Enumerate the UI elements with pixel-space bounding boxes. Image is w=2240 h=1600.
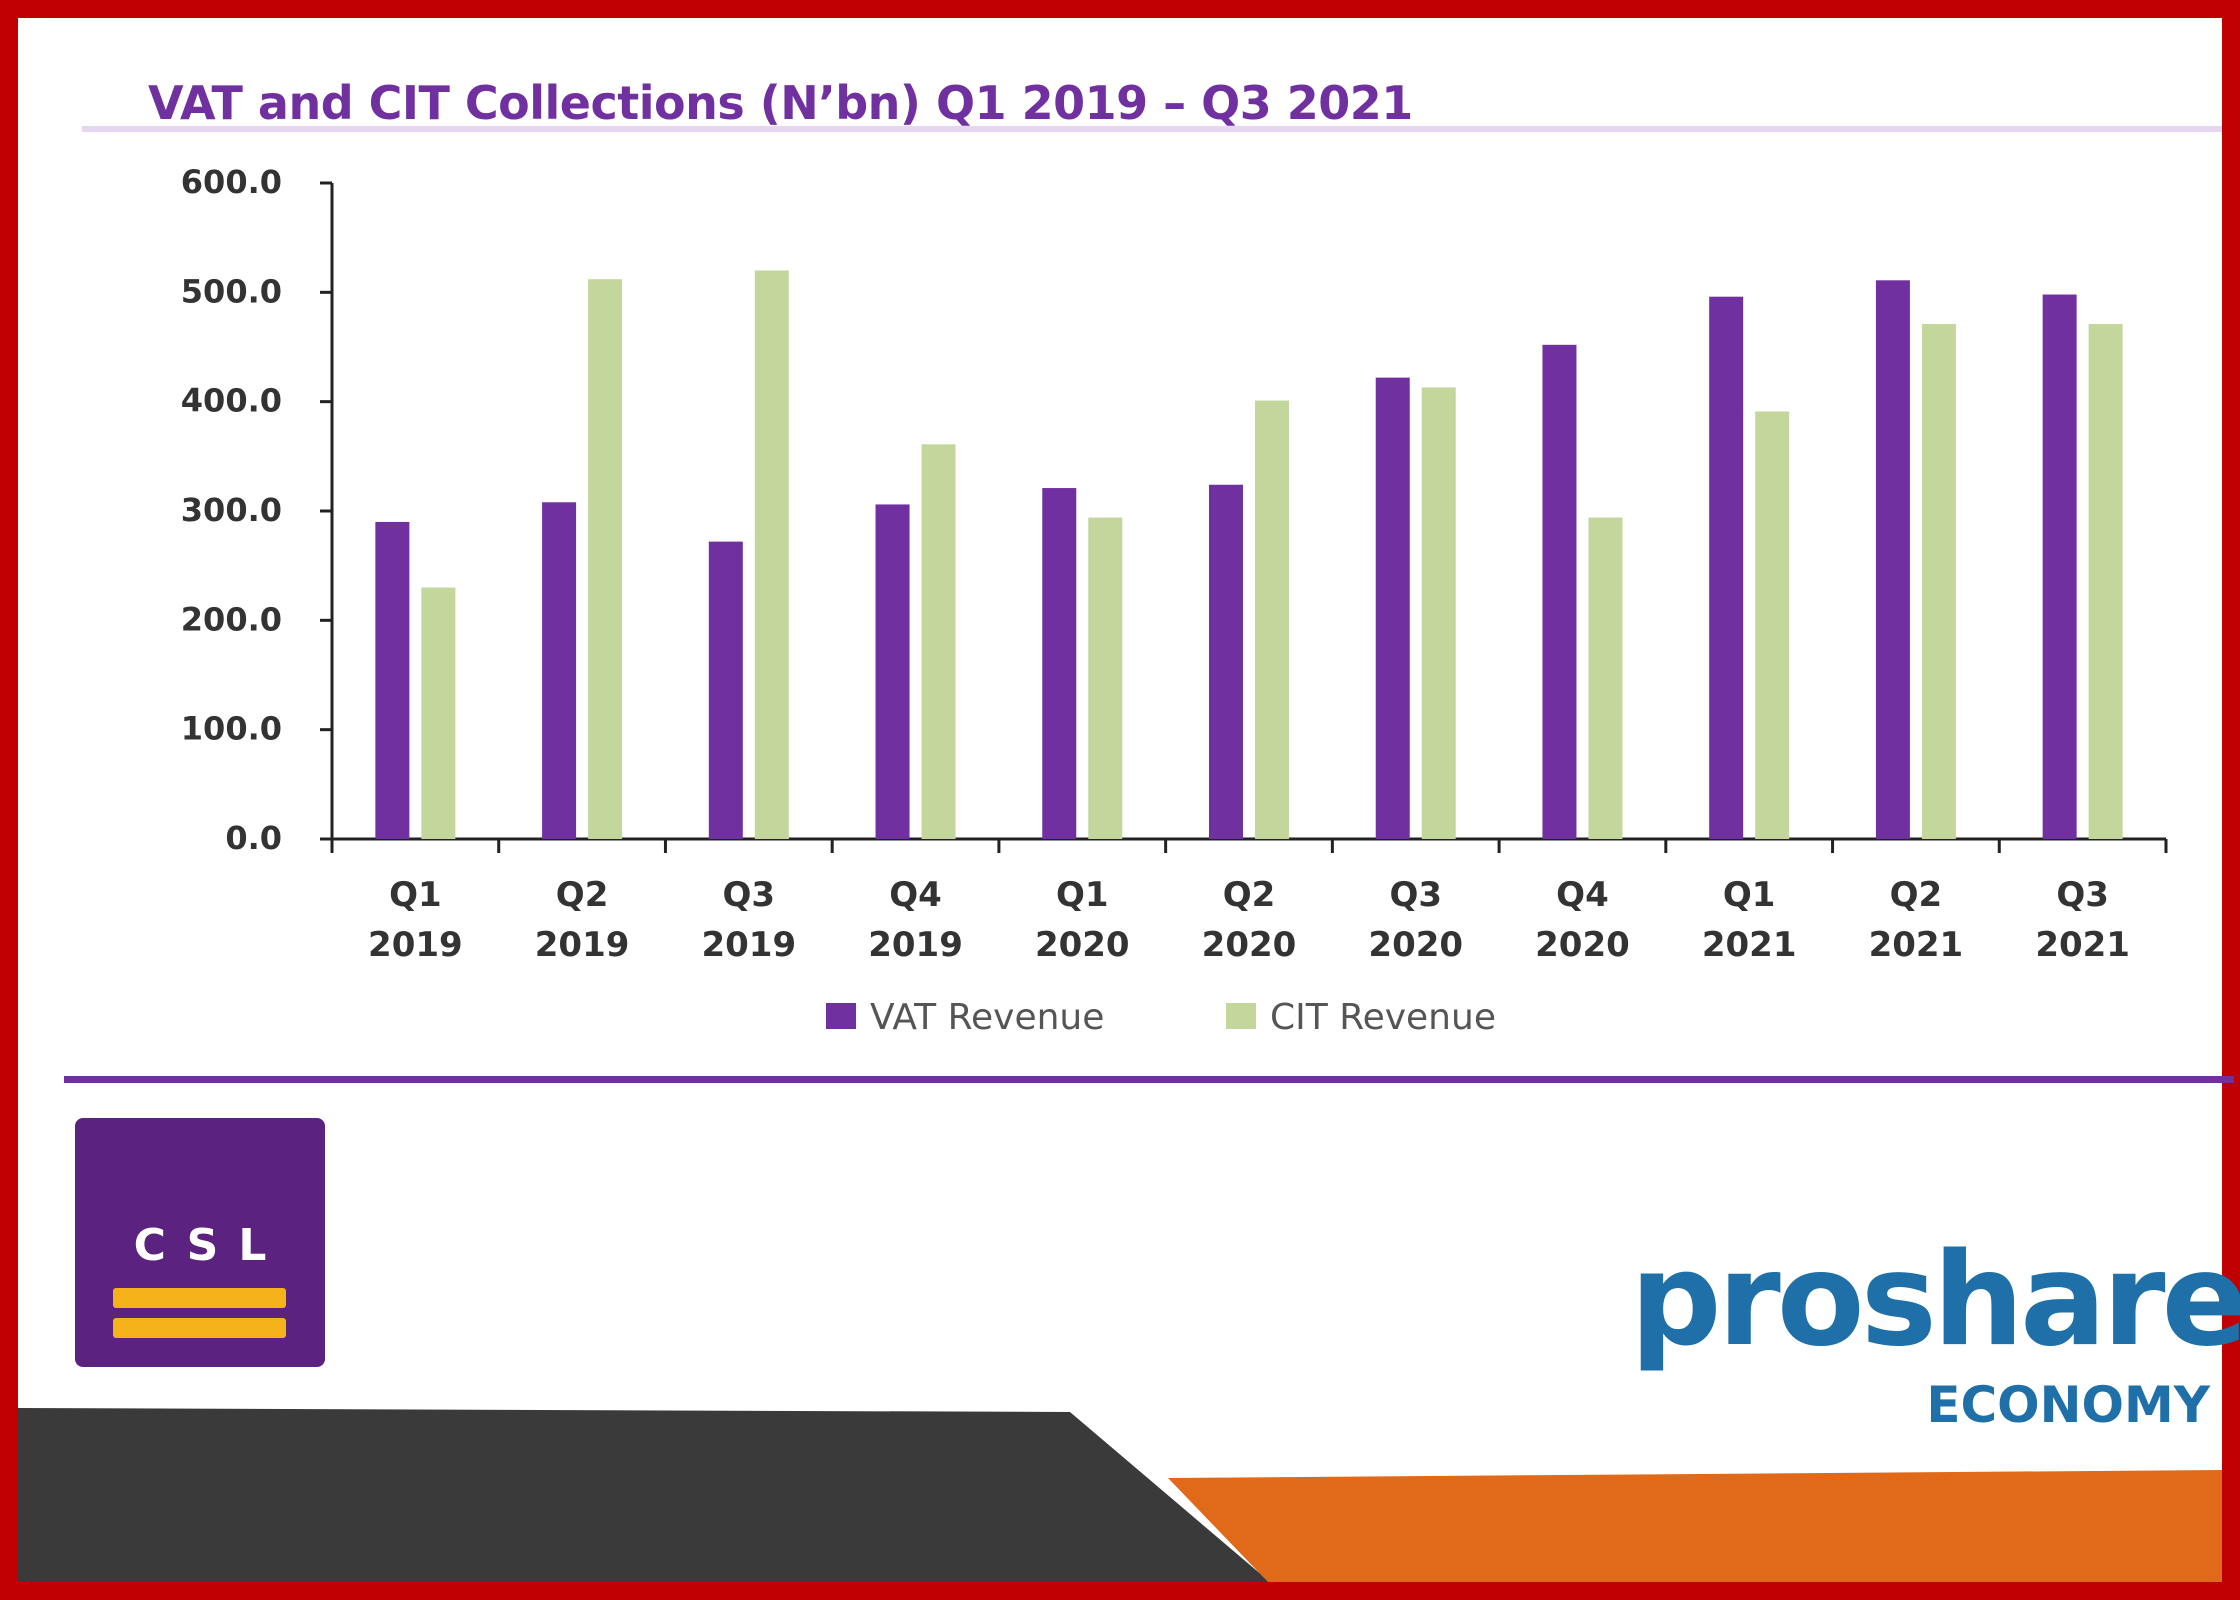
bar-cit [754, 270, 789, 839]
y-tick-label: 400.0 [181, 382, 282, 420]
x-tick-label-year: 2019 [535, 925, 630, 965]
csl-logo: CSL [75, 1118, 325, 1367]
bar-cit [921, 444, 956, 839]
x-tick-label-year: 2019 [868, 925, 963, 965]
x-tick-label-quarter: Q1 [1056, 875, 1109, 915]
x-tick-label-quarter: Q3 [1389, 875, 1442, 915]
bar-vat [542, 502, 577, 839]
x-tick-label-quarter: Q1 [389, 875, 442, 915]
x-tick-label-year: 2020 [1535, 925, 1630, 965]
x-tick-label-year: 2020 [1035, 925, 1130, 965]
bar-cit [1255, 400, 1289, 839]
bar-cit [588, 279, 623, 839]
x-tick-label-quarter: Q4 [1556, 875, 1609, 915]
x-tick-label-quarter: Q1 [1723, 875, 1776, 915]
legend-swatch-cit [1226, 1003, 1256, 1029]
bar-cit [421, 587, 456, 839]
dark-footer-band [18, 1408, 1270, 1582]
chart-title: VAT and CIT Collections (N’bn) Q1 2019 –… [148, 76, 1413, 130]
bar-cit [1088, 517, 1123, 839]
y-tick-label: 500.0 [181, 272, 282, 310]
x-tick-label-quarter: Q4 [889, 875, 942, 915]
x-tick-label-year: 2019 [701, 925, 796, 965]
y-tick-label: 0.0 [225, 819, 282, 857]
bar-vat [708, 541, 743, 839]
proshare-logo-subtitle: ECONOMY [1926, 1376, 2210, 1434]
y-tick-label: 200.0 [181, 600, 282, 638]
orange-footer-band [1168, 1470, 2222, 1582]
bar-vat [1709, 296, 1744, 839]
section-divider [64, 1076, 2234, 1083]
bar-vat [1375, 377, 1410, 839]
x-tick-label-quarter: Q2 [1890, 875, 1943, 915]
x-tick-label-year: 2021 [2035, 925, 2130, 965]
csl-logo-bar [113, 1288, 286, 1308]
csl-logo-text: CSL [133, 1220, 287, 1271]
x-tick-label-quarter: Q3 [2056, 875, 2109, 915]
bar-cit [1588, 517, 1623, 839]
x-tick-label-year: 2020 [1202, 925, 1297, 965]
legend-label-cit: CIT Revenue [1270, 997, 1496, 1038]
x-tick-label-year: 2021 [1869, 925, 1964, 965]
x-tick-label-quarter: Q2 [1223, 875, 1276, 915]
bar-vat [2042, 294, 2077, 839]
x-tick-label-year: 2021 [1702, 925, 1797, 965]
bar-vat [1542, 344, 1577, 839]
bar-vat [1875, 280, 1910, 840]
legend-swatch-vat [826, 1003, 856, 1029]
legend-label-vat: VAT Revenue [870, 997, 1104, 1038]
proshare-logo: proshare ECONOMY [1630, 1226, 2240, 1440]
bar-vat [375, 521, 410, 839]
x-tick-label-year: 2019 [368, 925, 463, 965]
bar-cit [1421, 387, 1456, 839]
bar-vat [875, 504, 910, 839]
x-tick-label-year: 2020 [1368, 925, 1463, 965]
bar-cit [1755, 411, 1790, 839]
title-underline [82, 126, 2222, 132]
bar-cit [2088, 324, 2123, 839]
proshare-logo-wordmark: proshare [1630, 1226, 2240, 1375]
y-tick-label: 300.0 [181, 491, 282, 529]
csl-logo-bar [113, 1318, 286, 1338]
bar-vat [1209, 484, 1243, 839]
y-tick-label: 100.0 [181, 710, 282, 748]
x-tick-label-quarter: Q3 [723, 875, 776, 915]
x-tick-label-quarter: Q2 [556, 875, 609, 915]
frame-bottom-edge [0, 1582, 2240, 1600]
bar-cit [1921, 324, 1956, 839]
bar-vat [1042, 488, 1077, 839]
y-tick-label: 600.0 [181, 163, 282, 201]
